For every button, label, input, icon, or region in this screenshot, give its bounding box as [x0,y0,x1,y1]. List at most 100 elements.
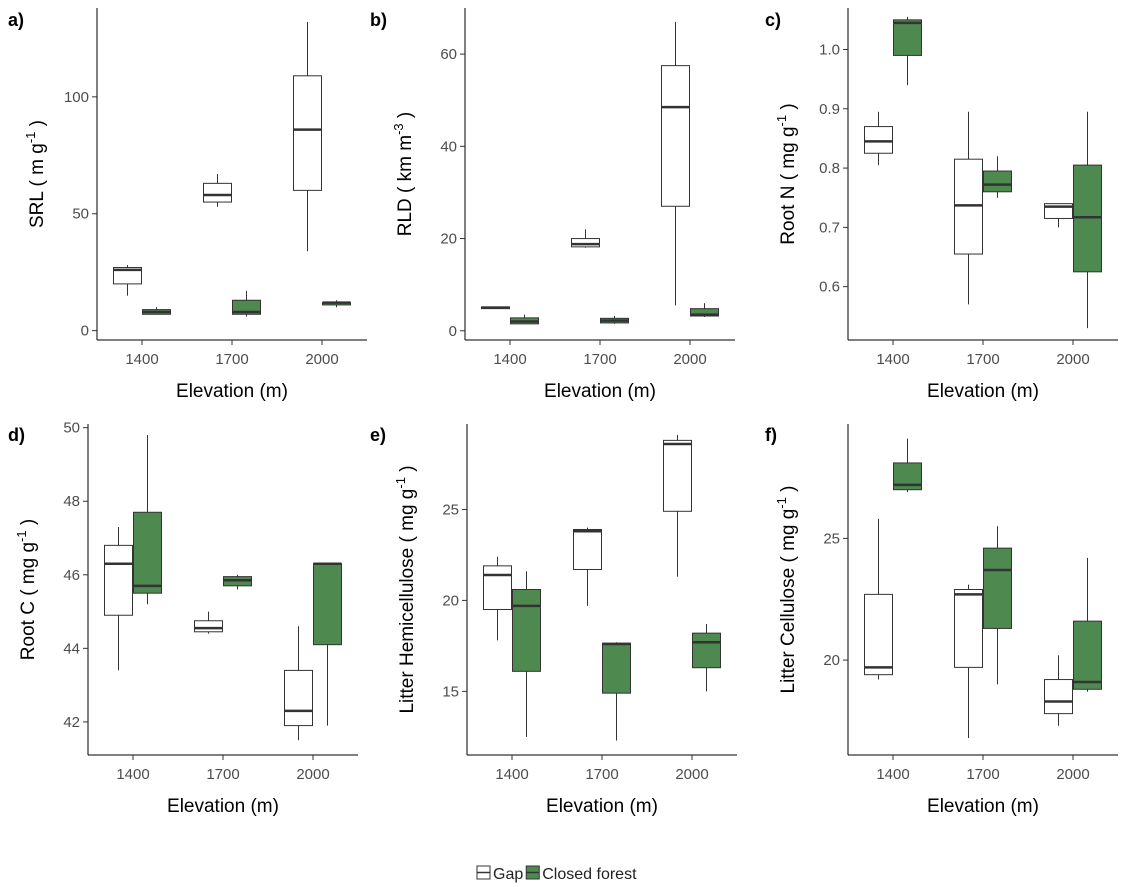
y-axis-title: Root N ( mg g-1 ) [774,103,799,244]
box-iqr [661,65,690,207]
box-iqr [104,544,133,616]
x-tick-label: 2000 [673,351,706,368]
y-tick-label: 0 [81,323,89,340]
box-iqr [893,19,922,56]
closed-forest-box-1700 [223,574,252,590]
gap-box-2000 [1044,203,1073,228]
closed-forest-box-1400 [510,314,539,325]
gap-box-2000 [661,21,690,306]
box-iqr [1073,620,1102,690]
gap-box-1700 [573,527,602,606]
gap-box-1700 [954,584,983,738]
closed-forest-box-2000 [690,303,719,317]
closed-forest-box-1400 [512,571,541,737]
gap-box-2000 [293,22,322,252]
x-tick-label: 2000 [675,766,708,783]
closed-forest-box-2000 [1073,557,1102,692]
panel-label: b) [370,10,387,30]
x-axis-title: Elevation (m) [544,381,656,402]
gap-box-1400 [481,306,510,310]
y-tick-label: 42 [63,714,80,731]
box-iqr [113,267,142,285]
y-tick-label: 0.6 [819,279,840,296]
y-axis-title: SRL ( m g-1 ) [23,120,48,228]
gap-box-1400 [113,265,142,296]
x-tick-label: 1700 [583,351,616,368]
y-tick-label: 44 [63,640,80,657]
legend-item-closed-forest: Closed forest [525,865,637,883]
y-tick-label: 1.0 [819,42,840,59]
closed-forest-box-1700 [983,526,1012,685]
closed-forest-box-2000 [322,300,351,308]
x-tick-label: 1400 [116,766,149,783]
box-iqr [602,642,631,694]
box-iqr [864,593,893,676]
gap-box-1400 [864,111,893,166]
closed-forest-box-1400 [133,435,162,605]
closed-forest-box-2000 [692,624,721,692]
legend-label: Gap [493,866,523,883]
panel-b: b) 0 20 40 60 1400 1700 2000 Elevation (m) RLD ( … [370,8,735,402]
closed-forest-box-1700 [602,642,631,741]
x-tick-label: 2000 [1056,766,1089,783]
legend-label: Closed forest [542,866,637,883]
x-tick-label: 1400 [876,766,909,783]
panel-label: e) [370,425,386,445]
y-axis-title: Root C ( mg g-1 ) [14,519,39,660]
y-tick-label: 20 [440,231,457,248]
y-tick-label: 60 [440,46,457,63]
y-tick-label: 0.9 [819,101,840,118]
box-iqr [284,669,313,727]
gap-box-1700 [571,229,600,248]
box-iqr [133,511,162,594]
y-tick-label: 0 [449,323,457,340]
gap-box-2000 [1044,655,1073,726]
box-iqr [203,182,232,203]
box-iqr [313,563,342,646]
y-axis-title: RLD ( km m-3 ) [391,112,416,237]
y-tick-label: 0.7 [819,219,840,236]
x-tick-label: 1700 [215,351,248,368]
x-tick-label: 2000 [1056,351,1089,368]
x-axis-title: Elevation (m) [546,796,658,817]
closed-forest-box-2000 [1073,111,1102,329]
y-tick-label: 48 [63,493,80,510]
gap-box-1400 [104,526,133,671]
y-tick-label: 25 [823,530,840,547]
box-iqr [983,547,1012,629]
panel-label: d) [8,425,25,445]
x-tick-label: 1700 [966,351,999,368]
box-iqr [571,238,600,248]
y-tick-label: 20 [823,652,840,669]
box-iqr [483,565,512,611]
y-axis-title: Litter Cellulose ( mg g-1 ) [774,486,799,694]
closed-forest-box-1400 [893,438,922,493]
closed-forest-box-1700 [983,156,1012,198]
gap-box-2000 [284,626,313,741]
panel-e: e) 15 20 25 1400 1700 2000 Elevation (m) Litter … [370,424,737,817]
y-tick-label: 50 [72,206,89,223]
box-iqr [983,170,1012,193]
legend-item-gap: Gap [476,865,523,883]
panel-d: d) 42 44 46 48 50 1400 1700 2000 Elevation (m) Roo… [8,420,358,817]
panel-c: c) 0.6 0.7 0.8 0.9 1.0 1400 1700 2000 Elevation (… [765,8,1118,402]
box-iqr [864,126,893,154]
closed-forest-box-1400 [142,307,171,315]
x-tick-label: 1400 [125,351,158,368]
y-tick-label: 40 [440,138,457,155]
x-tick-label: 1400 [493,351,526,368]
panel-a: a) 0 50 100 1400 1700 2000 Elevation (m) SRL ( m… [8,8,367,402]
box-iqr [512,589,541,672]
x-tick-label: 1400 [876,351,909,368]
x-tick-label: 2000 [305,351,338,368]
closed-forest-box-2000 [313,562,342,726]
y-tick-label: 25 [442,501,459,518]
x-axis-title: Elevation (m) [167,796,279,817]
x-tick-label: 1700 [966,766,999,783]
closed-forest-box-1700 [232,290,261,317]
x-axis-title: Elevation (m) [176,381,288,402]
gap-box-1700 [203,174,232,207]
box-iqr [1044,679,1073,715]
box-iqr [663,439,692,512]
box-iqr [690,308,719,317]
